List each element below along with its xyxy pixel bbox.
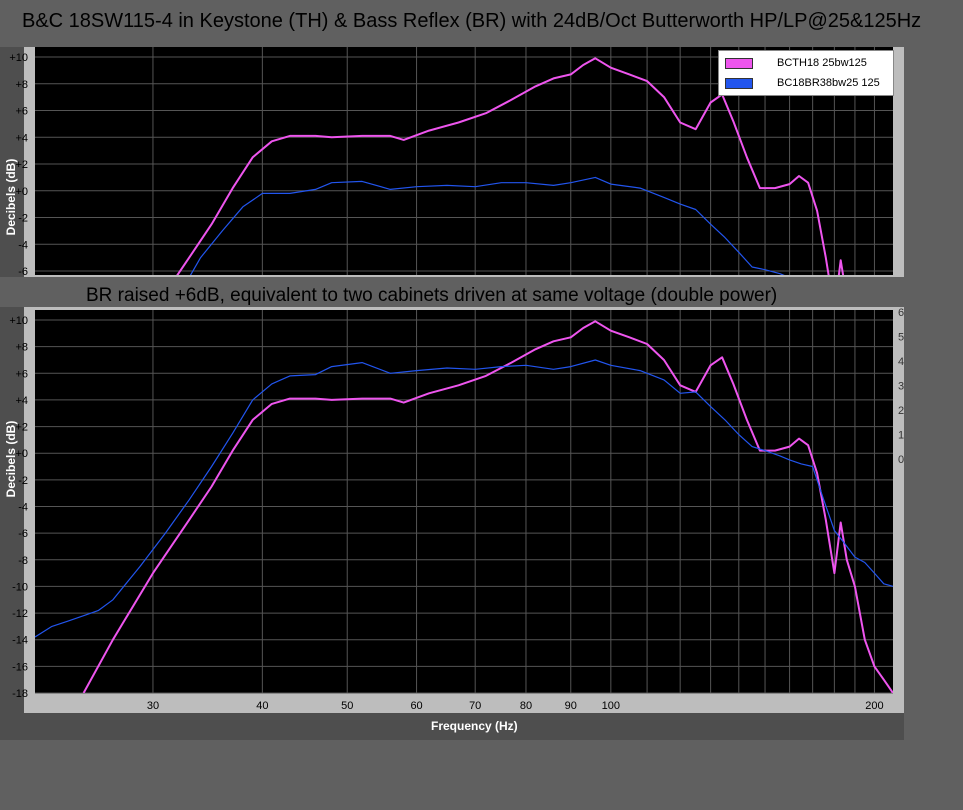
bottom-y-axis-title: Decibels (dB) xyxy=(4,420,18,498)
legend-item-br: BC18BR38bw25 125 xyxy=(725,77,880,91)
top-y-axis-title: Decibels (dB) xyxy=(4,158,18,236)
legend: BCTH18 25bw125 BC18BR38bw25 125 xyxy=(718,50,894,96)
legend-swatch-br xyxy=(725,77,753,89)
legend-item-th: BCTH18 25bw125 xyxy=(725,57,867,71)
legend-swatch-th xyxy=(725,57,753,69)
top-chart-title: B&C 18SW115-4 in Keystone (TH) & Bass Re… xyxy=(22,10,922,32)
x-axis-title: Frequency (Hz) xyxy=(431,719,518,733)
legend-label-th: BCTH18 25bw125 xyxy=(777,57,867,69)
bottom-chart-panel xyxy=(0,307,904,740)
bottom-chart-title: BR raised +6dB, equivalent to two cabine… xyxy=(86,285,778,306)
legend-label-br: BC18BR38bw25 125 xyxy=(777,77,880,89)
